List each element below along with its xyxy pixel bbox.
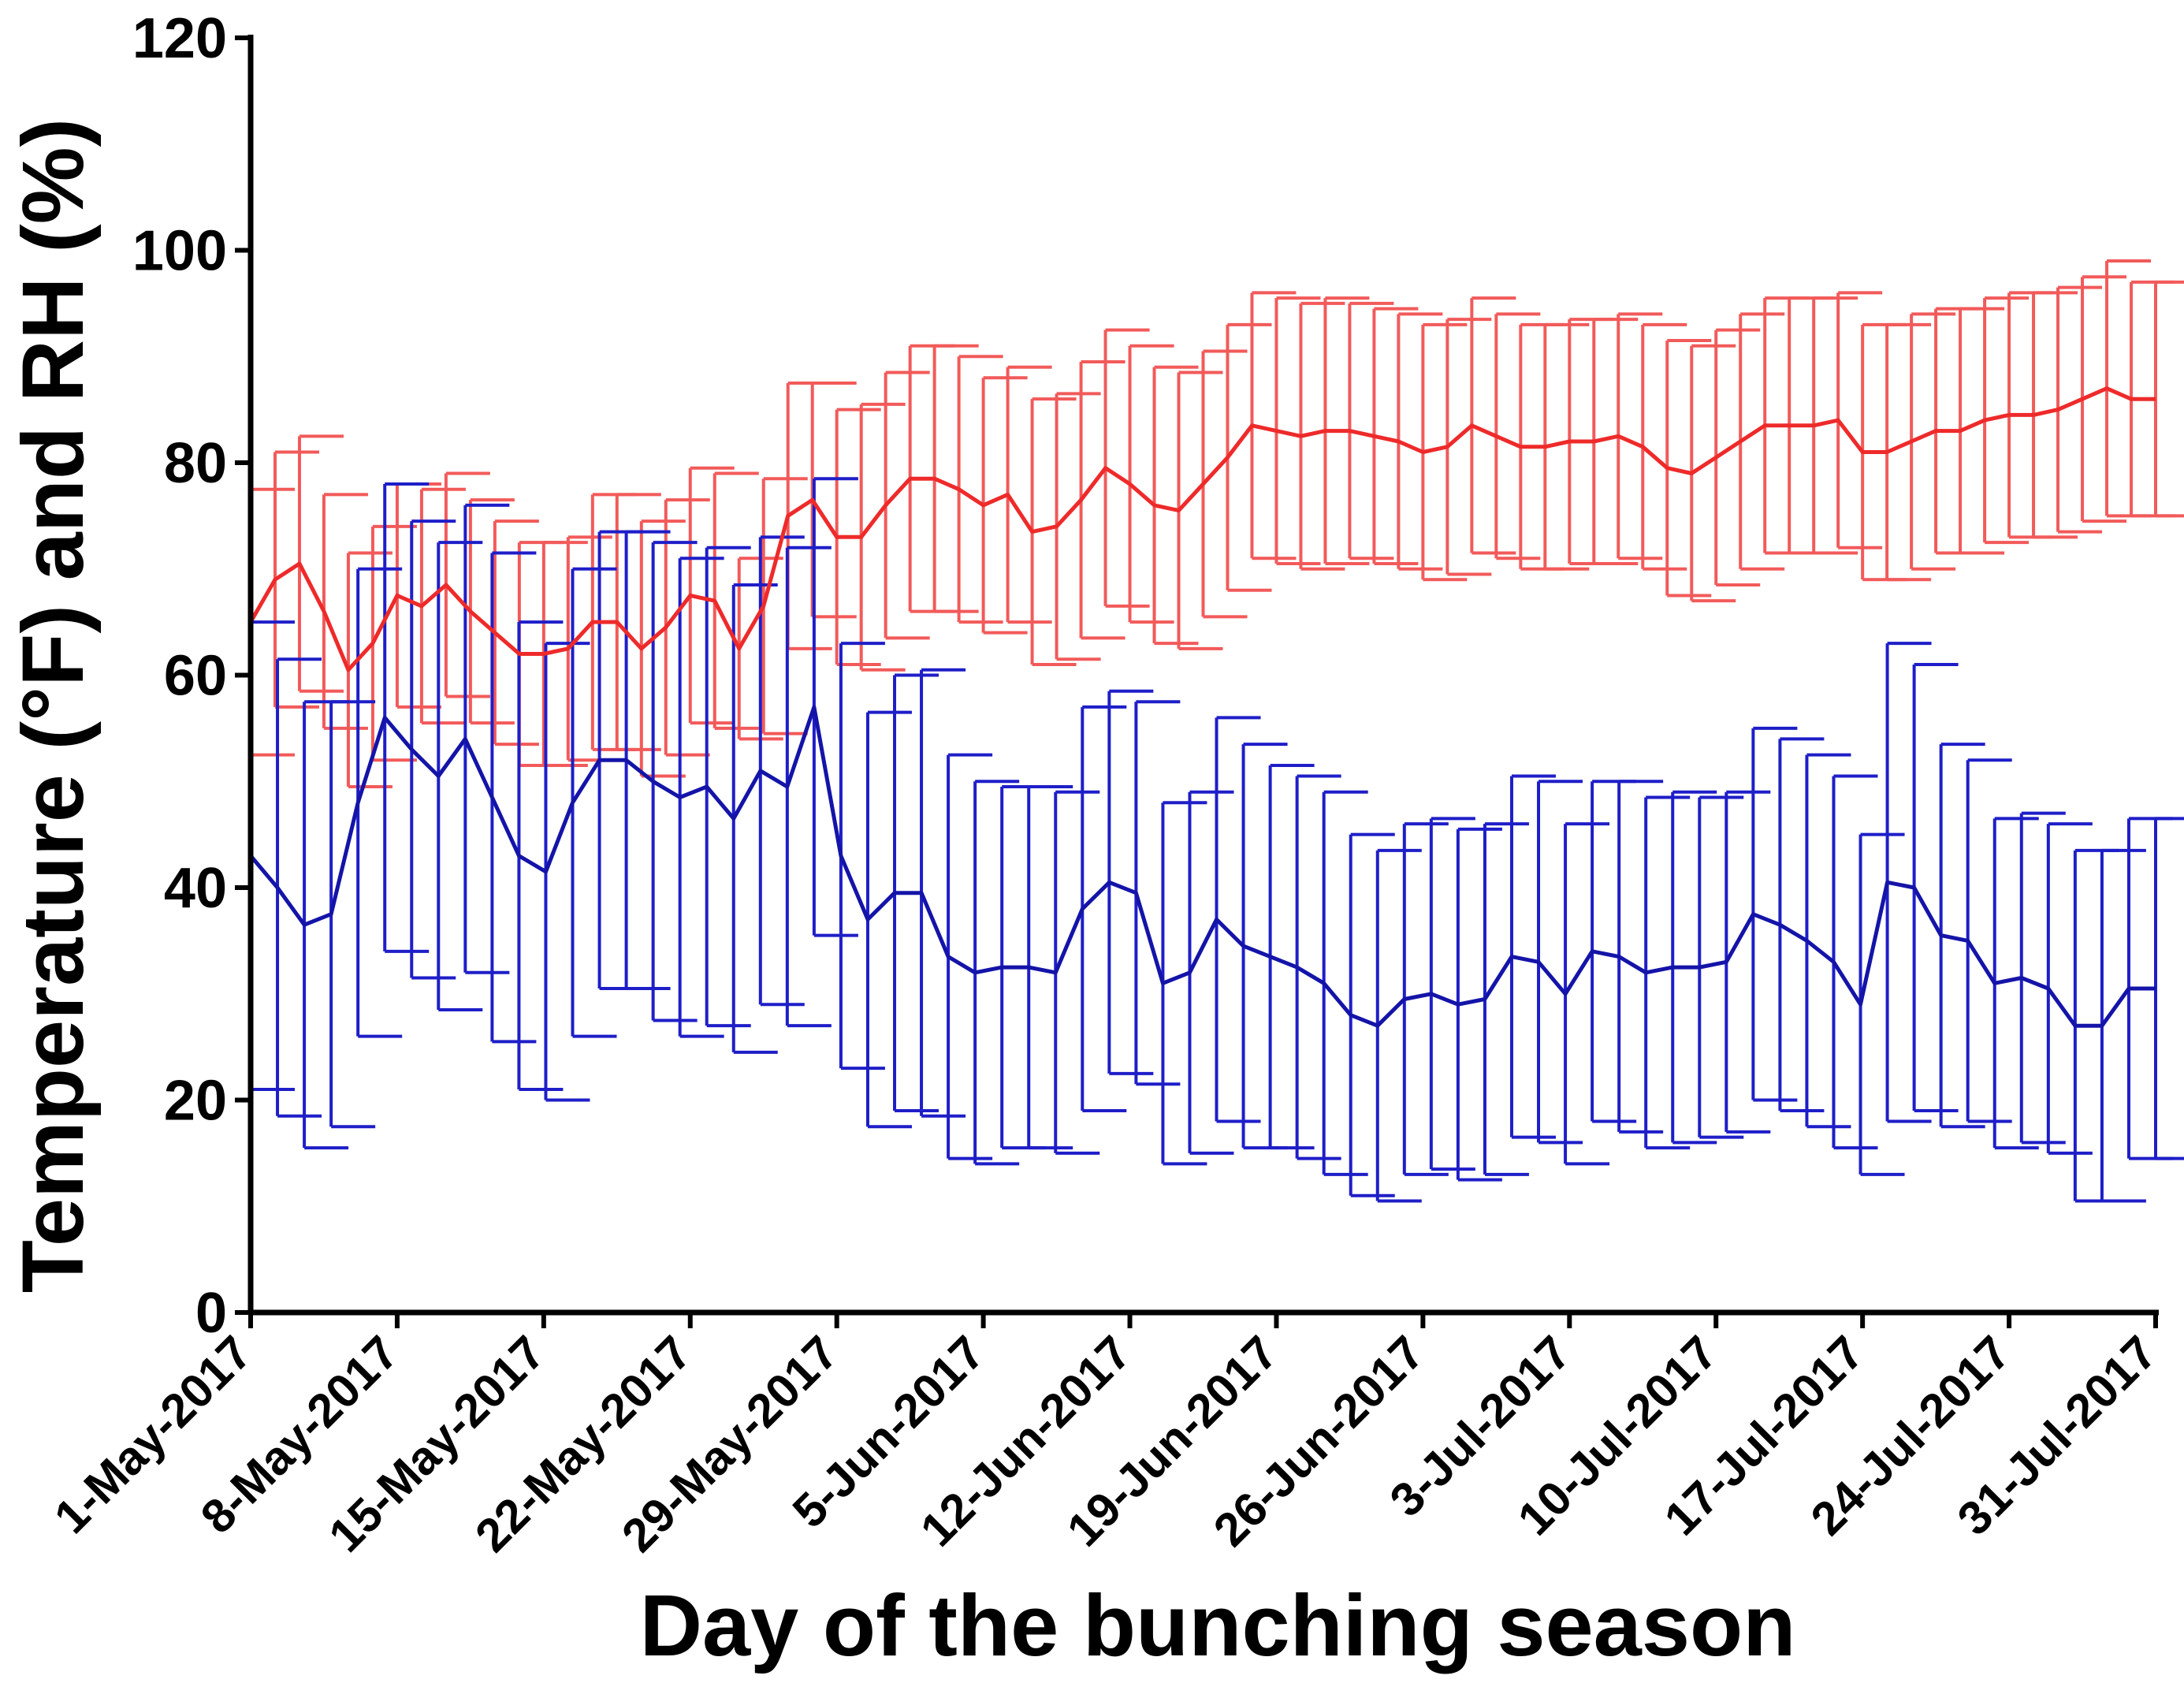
y-tick-label: 40 <box>164 857 227 920</box>
series-lines <box>248 386 2156 1028</box>
y-tick-label: 100 <box>132 220 227 283</box>
y-tick-label: 0 <box>195 1282 227 1345</box>
error-bars-red-series <box>249 259 2184 788</box>
error-bars-blue-series <box>249 477 2184 1203</box>
y-tick-label: 60 <box>164 645 227 708</box>
axes <box>247 35 2159 1316</box>
y-tick-label: 20 <box>164 1070 227 1133</box>
y-axis-title: Temperature (°F) and RH (%) <box>5 118 102 1293</box>
y-axis-ticks: 0 20 40 60 80 100 120 <box>132 7 251 1345</box>
x-axis-ticks: 1-May-20178-May-201715-May-201722-May-20… <box>44 1313 2167 1562</box>
series-line-series_blue <box>249 705 2156 1028</box>
y-tick-label: 120 <box>132 7 227 70</box>
series-line-series_red <box>248 386 2156 672</box>
y-tick-label: 80 <box>164 432 227 495</box>
x-axis-title: Day of the bunching season <box>640 1577 1796 1674</box>
